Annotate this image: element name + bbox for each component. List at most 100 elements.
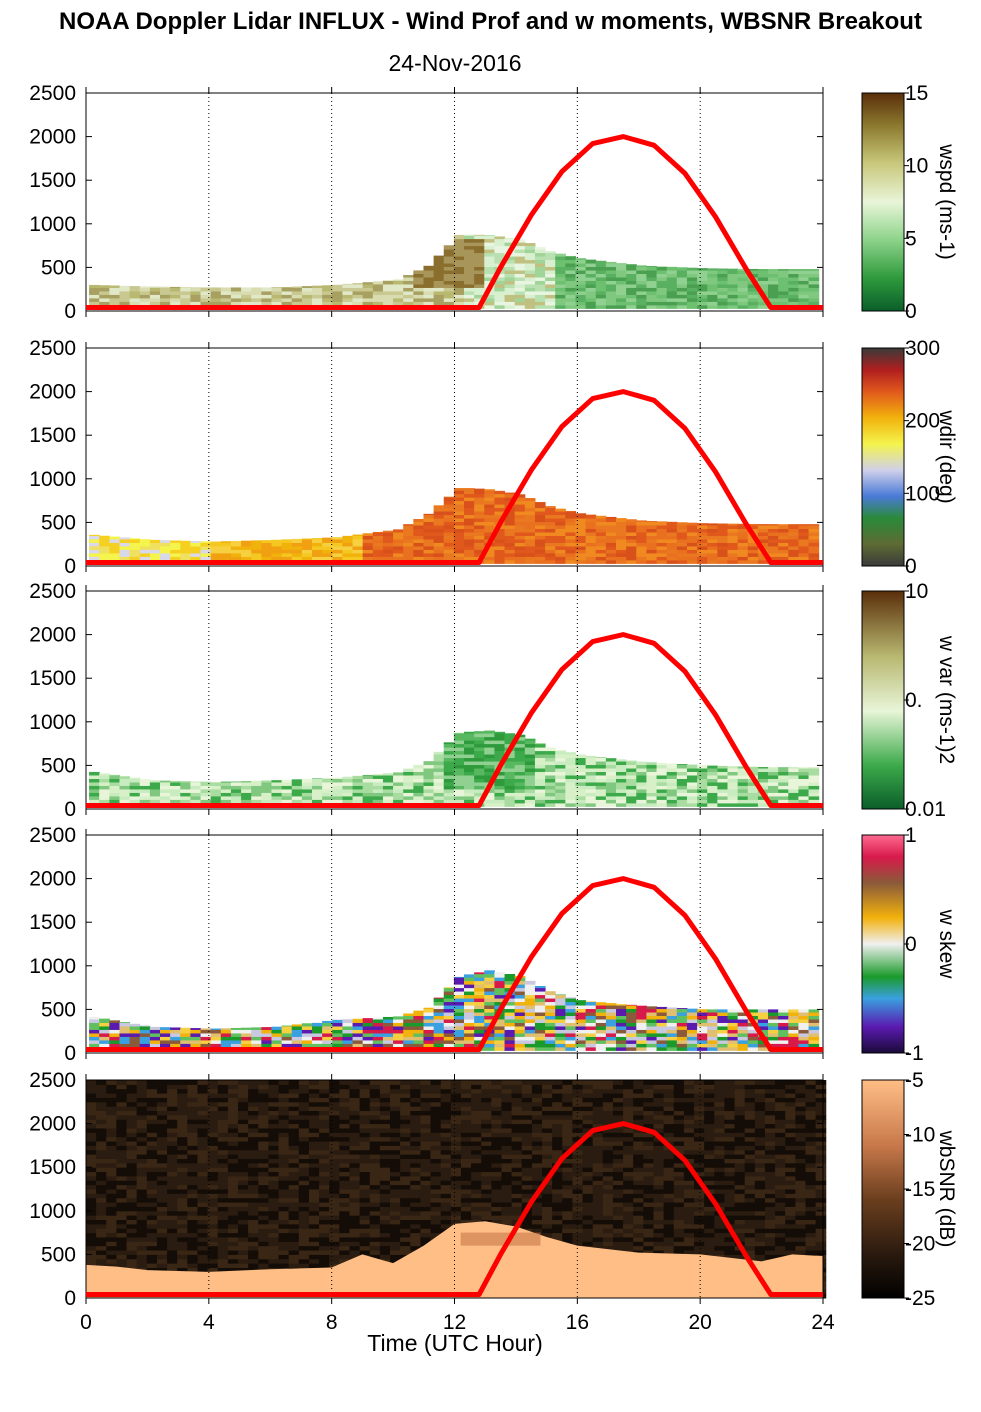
snr-noise-cell: [339, 1189, 350, 1194]
snr-noise-cell: [268, 1088, 280, 1094]
data-cell: [433, 1022, 445, 1027]
data-cell: [139, 294, 151, 299]
snr-noise-cell: [258, 1254, 269, 1260]
data-cell: [808, 531, 820, 536]
data-cell: [808, 538, 820, 543]
snr-noise-cell: [126, 1114, 138, 1120]
snr-noise-cell: [217, 1267, 229, 1273]
data-cell: [605, 294, 617, 299]
snr-noise-cell: [227, 1154, 239, 1159]
data-cell: [271, 1026, 283, 1030]
data-cell: [747, 781, 759, 786]
data-cell: [545, 535, 556, 540]
data-cell: [474, 788, 485, 793]
snr-noise-cell: [329, 1101, 340, 1107]
data-cell: [575, 1001, 587, 1006]
data-cell: [230, 1027, 242, 1030]
data-cell: [484, 263, 495, 268]
snr-noise-cell: [177, 1141, 188, 1146]
snr-noise-cell: [278, 1175, 290, 1181]
data-cell: [555, 757, 566, 762]
data-cell: [545, 757, 556, 762]
snr-noise-cell: [126, 1184, 138, 1190]
data-cell: [524, 266, 536, 271]
data-cell: [443, 754, 455, 759]
y-tick-label: 1500: [29, 169, 76, 192]
data-cell: [717, 799, 728, 804]
snr-noise-cell: [238, 1141, 249, 1146]
data-cell: [220, 788, 232, 793]
data-cell: [423, 774, 435, 779]
data-cell: [322, 795, 333, 800]
data-cell: [301, 297, 313, 302]
data-cell: [413, 768, 424, 773]
snr-noise-cell: [349, 1189, 361, 1194]
data-cell: [768, 1009, 779, 1013]
snr-noise-cell: [268, 1154, 280, 1159]
data-cell: [160, 556, 171, 561]
data-cell: [524, 276, 536, 281]
data-cell: [393, 1022, 404, 1027]
data-cell: [423, 788, 435, 793]
data-cell: [545, 545, 556, 550]
data-cell: [474, 740, 485, 745]
data-cell: [605, 552, 617, 557]
data-cell: [423, 552, 435, 557]
snr-noise-cell: [248, 1097, 259, 1103]
data-cell: [666, 280, 678, 285]
data-cell: [241, 545, 252, 550]
snr-noise-cell: [197, 1101, 209, 1107]
data-cell: [372, 774, 384, 779]
data-cell: [362, 538, 374, 543]
data-cell: [291, 792, 303, 797]
snr-noise-cell: [177, 1193, 188, 1199]
data-cell: [241, 297, 252, 302]
snr-noise-cell: [136, 1210, 148, 1216]
snr-noise-cell: [116, 1158, 128, 1164]
snr-noise-cell: [248, 1193, 259, 1199]
data-cell: [443, 1001, 455, 1006]
snr-noise-cell: [106, 1136, 117, 1142]
data-cell: [129, 549, 141, 554]
data-cell: [301, 290, 313, 295]
data-cell: [494, 256, 506, 261]
data-cell: [747, 301, 759, 306]
snr-noise-cell: [177, 1202, 188, 1207]
snr-noise-cell: [319, 1097, 330, 1103]
data-cell: [322, 1029, 333, 1034]
snr-noise-cell: [298, 1123, 310, 1129]
snr-noise-cell: [238, 1245, 249, 1251]
data-cell: [443, 280, 455, 285]
data-cell: [555, 761, 566, 766]
data-cell: [768, 556, 779, 561]
data-cell: [585, 270, 597, 275]
snr-noise-cell: [298, 1158, 310, 1164]
data-cell: [534, 757, 546, 762]
data-cell: [585, 528, 597, 533]
snr-noise-cell: [96, 1106, 107, 1112]
data-cell: [464, 518, 475, 523]
data-cell: [707, 1025, 718, 1030]
data-cell: [453, 270, 465, 275]
data-cell: [585, 280, 597, 285]
data-cell: [433, 545, 445, 550]
data-cell: [585, 764, 597, 769]
data-cell: [514, 531, 526, 536]
snr-noise-cell: [197, 1215, 209, 1221]
data-cell: [707, 785, 718, 790]
snr-noise-cell: [96, 1263, 107, 1268]
snr-noise-cell: [238, 1175, 249, 1181]
data-cell: [494, 973, 506, 978]
data-cell: [514, 518, 526, 523]
data-cell: [89, 284, 100, 288]
data-cell: [605, 758, 617, 762]
data-cell: [656, 1022, 668, 1027]
snr-noise-cell: [177, 1132, 188, 1138]
snr-noise-cell: [156, 1189, 168, 1194]
snr-noise-cell: [167, 1132, 178, 1138]
data-cell: [676, 267, 688, 271]
data-cell: [119, 1039, 131, 1044]
data-cell: [170, 297, 181, 302]
data-cell: [160, 1027, 171, 1030]
snr-noise-cell: [329, 1093, 340, 1098]
